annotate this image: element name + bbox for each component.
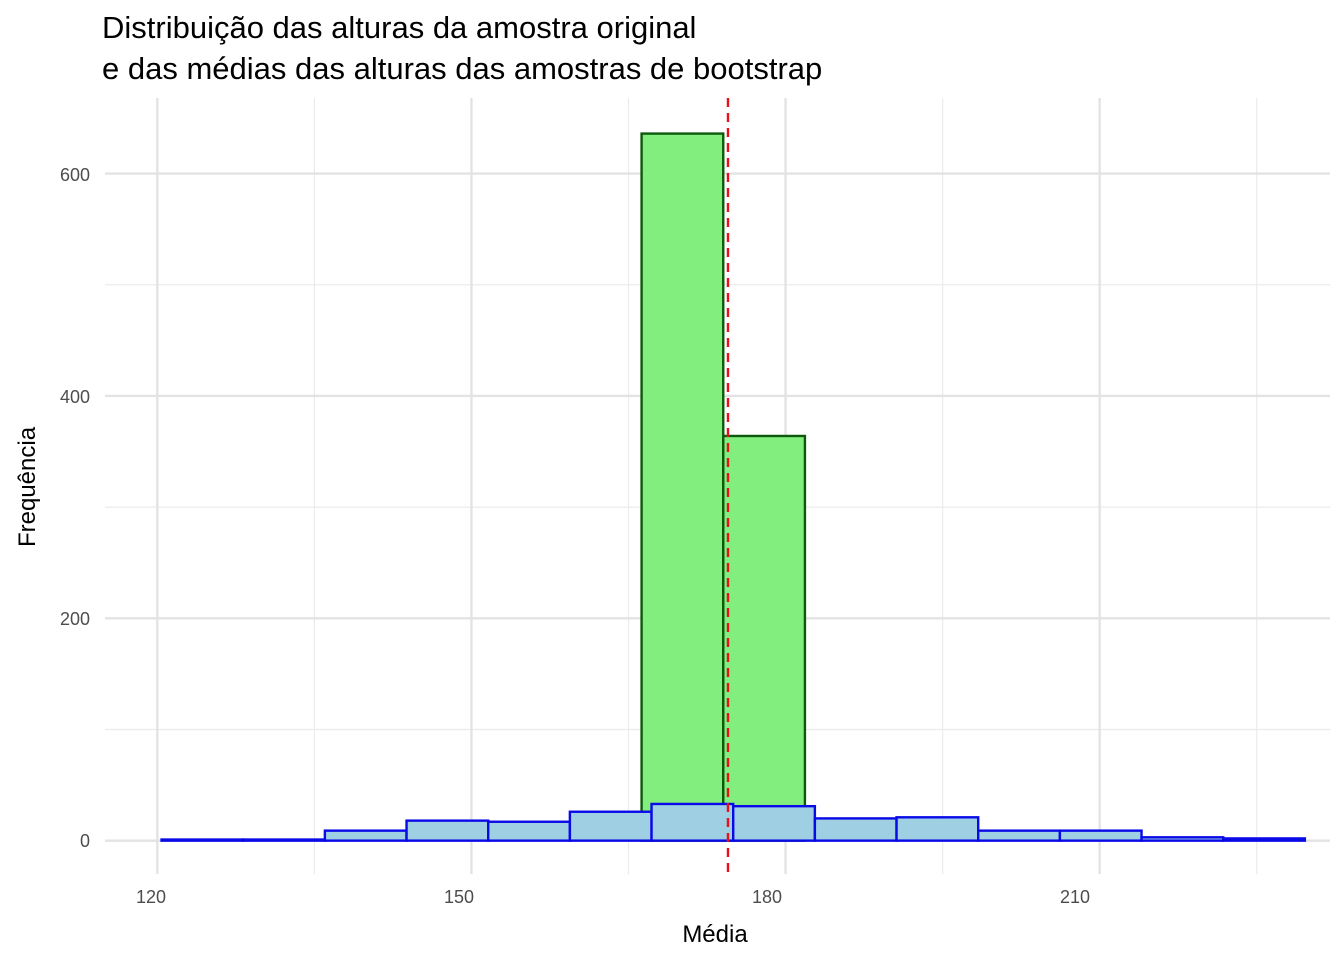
bootstrap-histogram-bar (650, 802, 735, 842)
y-tick-label: 200 (60, 609, 90, 629)
chart-title-line-1: Distribuição das alturas da amostra orig… (102, 10, 696, 45)
y-tick-label: 400 (60, 387, 90, 407)
bootstrap-histogram-bar (977, 829, 1062, 842)
bars (160, 132, 1307, 842)
y-tick-label: 600 (60, 165, 90, 185)
x-tick-label: 180 (752, 887, 782, 907)
bootstrap-histogram-bar (1222, 837, 1307, 842)
x-axis-title: Média (682, 921, 748, 948)
bootstrap-histogram-bar (732, 804, 817, 842)
bootstrap-histogram-bar (1140, 836, 1225, 842)
bootstrap-histogram-bar (1058, 829, 1143, 842)
bootstrap-histogram-bar (487, 820, 572, 842)
y-axis-title: Frequência (14, 426, 41, 547)
bootstrap-histogram-bar (895, 816, 980, 842)
sample-histogram-bar (640, 132, 725, 842)
bootstrap-histogram-bar (242, 838, 327, 842)
x-tick-label: 210 (1060, 887, 1090, 907)
bootstrap-histogram-bar (405, 819, 490, 842)
y-tick-label: 0 (80, 831, 90, 851)
y-tick-labels: 600 400 200 0 (60, 165, 90, 851)
x-tick-labels: 120 150 180 210 (136, 887, 1090, 907)
x-tick-label: 120 (136, 887, 166, 907)
bootstrap-histogram-bar (323, 829, 408, 842)
sample-histogram-bar (722, 434, 807, 842)
bootstrap-histogram-bar (160, 838, 245, 842)
x-tick-label: 150 (444, 887, 474, 907)
bootstrap-histogram-bar (813, 817, 898, 842)
chart-title-line-2: e das médias das alturas das amostras de… (102, 51, 822, 86)
bootstrap-histogram-bar (568, 810, 653, 842)
